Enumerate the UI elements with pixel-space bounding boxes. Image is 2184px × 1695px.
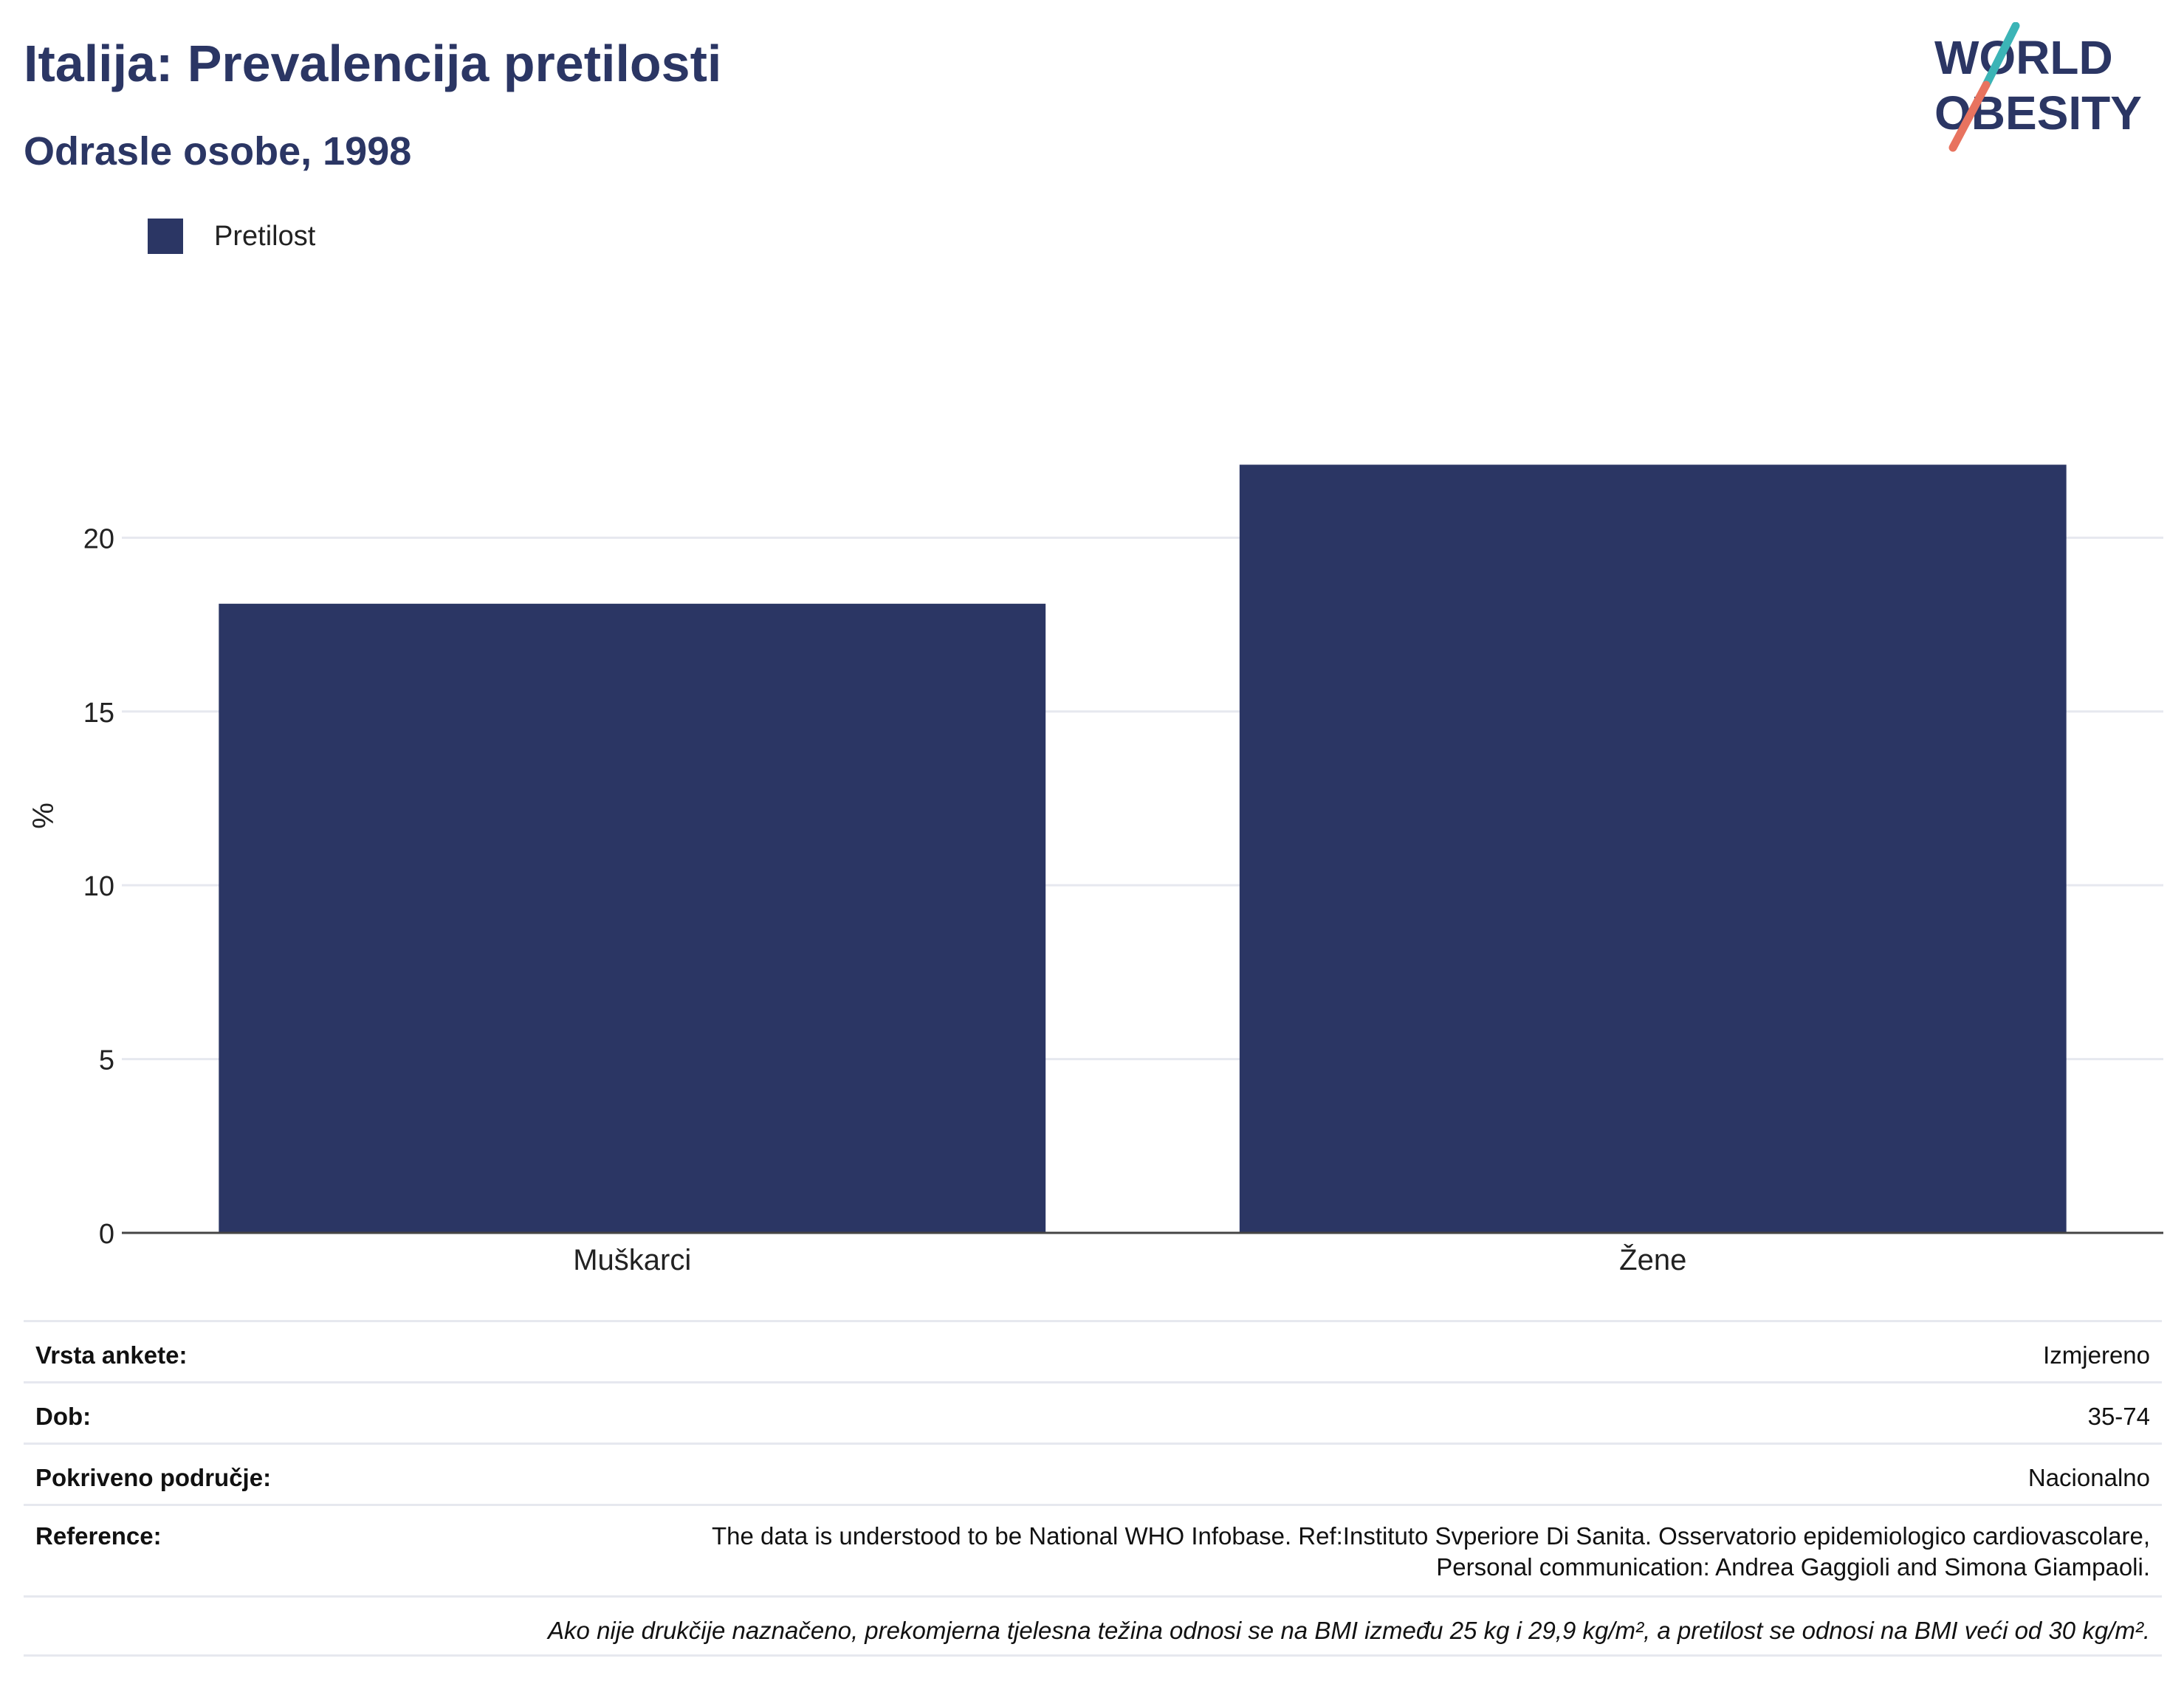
bar-muskarci[interactable]	[219, 603, 1046, 1233]
area-label: Pokriveno područje:	[35, 1464, 272, 1491]
area-value: Nacionalno	[2027, 1464, 2150, 1491]
info-row-note: Ako nije drukčije naznačeno, prekomjerna…	[24, 1595, 2162, 1657]
chart-subtitle: Odrasle osobe, 1998	[24, 129, 412, 173]
y-tick-label: 10	[83, 871, 114, 902]
y-tick-label: 15	[83, 698, 114, 729]
info-row-reference: Reference: The data is understood to be …	[24, 1504, 2162, 1595]
y-tick-label: 20	[83, 523, 114, 554]
age-label: Dob:	[35, 1403, 92, 1430]
y-axis-title: %	[27, 802, 60, 829]
chart-title: Italija: Prevalencija pretilosti	[24, 35, 722, 92]
info-table: Vrsta ankete: Izmjereno Dob: 35-74 Pokri…	[24, 1320, 2162, 1657]
bar-chart: 0 5 10 15 20 Muškarci Žene%	[27, 464, 2163, 1276]
bar-zene[interactable]	[1239, 464, 2067, 1234]
age-value: 35-74	[2087, 1403, 2150, 1430]
world-obesity-logo: WORLD OBESITY	[1934, 22, 2142, 152]
y-tick-label: 0	[99, 1219, 114, 1250]
y-tick-label: 5	[99, 1045, 114, 1076]
reference-label: Reference:	[35, 1522, 162, 1550]
x-tick-label: Žene	[1619, 1243, 1686, 1276]
legend-swatch	[148, 219, 183, 254]
info-row-age: Dob: 35-74	[24, 1381, 2162, 1443]
survey-value: Izmjereno	[2043, 1341, 2150, 1369]
reference-value: The data is understood to be National WH…	[712, 1521, 2150, 1583]
logo-line1: WORLD	[1934, 31, 2113, 84]
info-row-survey: Vrsta ankete: Izmjereno	[24, 1320, 2162, 1381]
reference-line-2: Personal communication: Andrea Gaggioli …	[1436, 1553, 2150, 1581]
legend[interactable]: Pretilost	[148, 219, 315, 254]
bmi-note: Ako nije drukčije naznačeno, prekomjerna…	[548, 1617, 2150, 1644]
x-tick-label: Muškarci	[573, 1244, 691, 1276]
legend-label: Pretilost	[214, 220, 316, 252]
survey-label: Vrsta ankete:	[35, 1341, 188, 1369]
reference-line-1: The data is understood to be National WH…	[712, 1522, 2150, 1550]
info-row-area: Pokriveno područje: Nacionalno	[24, 1443, 2162, 1504]
